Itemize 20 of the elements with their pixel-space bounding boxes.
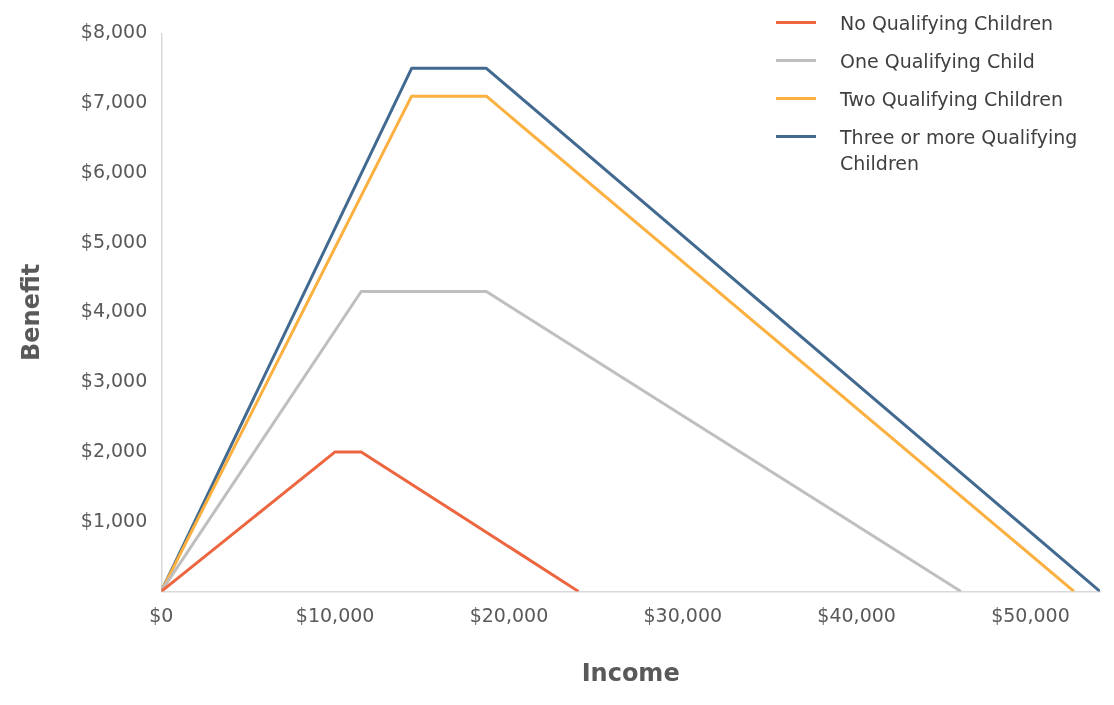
- x-tick-label: $10,000: [295, 603, 375, 626]
- y-tick-label: $5,000: [80, 229, 148, 252]
- y-axis-title: Benefit: [16, 263, 45, 361]
- x-tick-label: $50,000: [991, 603, 1070, 626]
- y-tick-label: $7,000: [80, 90, 148, 113]
- y-tick-label: $1,000: [80, 508, 148, 531]
- x-tick-label: $20,000: [469, 603, 549, 626]
- y-tick-label: $8,000: [80, 20, 148, 43]
- y-tick-label: $2,000: [80, 438, 148, 461]
- y-tick-label: $6,000: [80, 159, 148, 182]
- legend-label: Three or more Qualifying Children: [840, 125, 1079, 176]
- x-tick-label: $0: [149, 603, 174, 626]
- y-tick-label: $4,000: [80, 299, 148, 322]
- legend-label: No Qualifying Children: [840, 11, 1054, 36]
- y-tick-label: $3,000: [80, 369, 148, 392]
- x-axis-title: Income: [581, 658, 680, 687]
- x-tick-label: $30,000: [643, 603, 723, 626]
- legend-label: One Qualifying Child: [840, 49, 1035, 74]
- legend-label: Two Qualifying Children: [840, 87, 1063, 112]
- x-tick-label: $40,000: [817, 603, 896, 626]
